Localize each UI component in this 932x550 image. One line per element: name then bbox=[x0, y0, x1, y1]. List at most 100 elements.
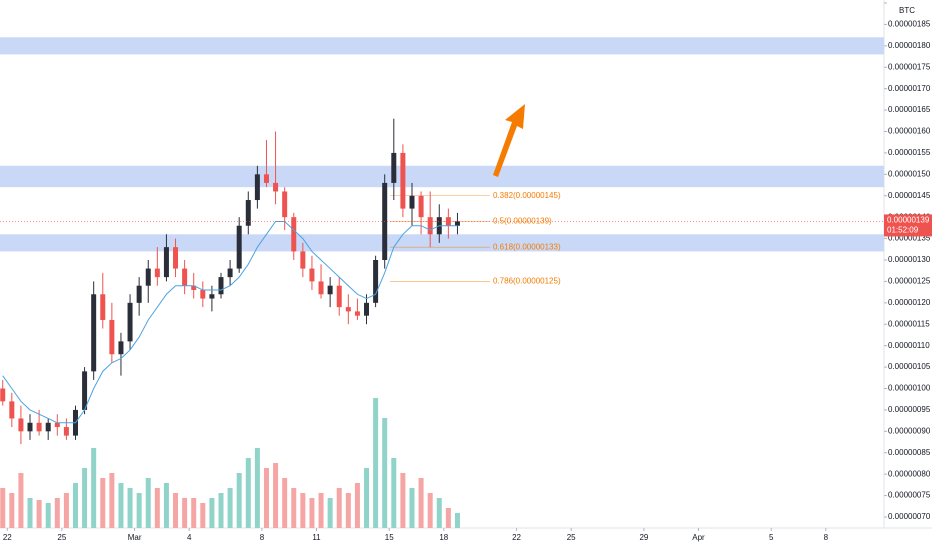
candle-body bbox=[454, 221, 460, 226]
candle-body bbox=[136, 285, 142, 303]
y-tick-label: 0.00000080 bbox=[888, 469, 931, 478]
volume-bar bbox=[209, 498, 215, 528]
candle-body bbox=[327, 285, 333, 295]
candle-body bbox=[300, 251, 306, 269]
x-tick-label: 25 bbox=[567, 533, 576, 542]
volume-bar bbox=[373, 398, 379, 528]
y-tick-label: 0.00000170 bbox=[888, 84, 931, 93]
y-tick-label: 0.00000135 bbox=[888, 234, 931, 243]
volume-bar bbox=[427, 493, 433, 528]
x-tick-label: 8 bbox=[824, 533, 829, 542]
fib-label: 0.786(0.00000125) bbox=[493, 277, 561, 286]
volume-bar bbox=[409, 488, 415, 528]
y-tick-label: 0.00000075 bbox=[888, 491, 931, 500]
candle-body bbox=[173, 247, 179, 269]
volume-bar bbox=[191, 498, 197, 528]
arrow bbox=[493, 104, 525, 177]
candle-body bbox=[254, 174, 260, 201]
volume-bar bbox=[354, 483, 360, 528]
y-tick-label: 0.00000160 bbox=[888, 127, 931, 136]
candle-body bbox=[218, 277, 224, 295]
x-tick-label: 22 bbox=[512, 533, 521, 542]
x-tick-label: 25 bbox=[57, 533, 66, 542]
volume-bar bbox=[182, 498, 188, 528]
candle-body bbox=[445, 217, 451, 226]
y-tick-label: 0.00000185 bbox=[888, 20, 931, 29]
candle-body bbox=[27, 422, 33, 432]
volume-bar bbox=[82, 468, 88, 528]
volume-bar bbox=[245, 458, 251, 528]
volume-bar bbox=[200, 503, 206, 528]
candle-body bbox=[391, 152, 397, 183]
candle-body bbox=[18, 418, 24, 432]
candle-body bbox=[45, 422, 51, 432]
candle-body bbox=[191, 285, 197, 290]
volume-bar bbox=[136, 493, 142, 528]
volume-bar bbox=[100, 478, 106, 528]
volume-bar bbox=[91, 448, 97, 528]
candle-body bbox=[200, 289, 206, 299]
fib-label: 0.382(0.00000145) bbox=[493, 191, 561, 200]
volume-bar bbox=[254, 448, 260, 528]
candle-body bbox=[318, 281, 324, 295]
y-tick-label: 0.00000180 bbox=[888, 41, 931, 50]
y-tick-label: 0.00000120 bbox=[888, 298, 931, 307]
candle-body bbox=[364, 302, 370, 316]
candle-body bbox=[182, 268, 188, 286]
candle-body bbox=[54, 422, 60, 428]
volume-bar bbox=[9, 493, 15, 528]
x-tick-label: 4 bbox=[187, 533, 192, 542]
volume-bar bbox=[36, 500, 42, 528]
fib-label: 0.5(0.00000139) bbox=[493, 217, 552, 226]
volume-bar bbox=[300, 493, 306, 528]
y-tick-label: 0.00000095 bbox=[888, 405, 931, 414]
candle-body bbox=[91, 294, 97, 372]
volume-bar bbox=[418, 478, 424, 528]
volume-bar bbox=[163, 483, 169, 528]
candle-body bbox=[263, 174, 269, 183]
volume-bar bbox=[454, 513, 460, 528]
candle-body bbox=[418, 195, 424, 218]
volume-bar bbox=[273, 463, 279, 528]
volume-bar bbox=[18, 473, 24, 528]
candle-body bbox=[400, 152, 406, 209]
candle-body bbox=[309, 268, 315, 282]
y-tick-label: 0.00000165 bbox=[888, 105, 931, 114]
x-tick-label: 29 bbox=[639, 533, 648, 542]
y-tick-label: 0.00000105 bbox=[888, 362, 931, 371]
candle-body bbox=[282, 191, 288, 218]
x-tick-label: 5 bbox=[769, 533, 774, 542]
countdown: 01:52:09 bbox=[887, 226, 919, 235]
volume-bar bbox=[72, 483, 78, 528]
y-tick-label: 0.00000155 bbox=[888, 148, 931, 157]
volume-bar bbox=[63, 493, 69, 528]
last-price-box bbox=[884, 214, 932, 237]
volume-bar bbox=[118, 483, 124, 528]
candle-body bbox=[336, 285, 342, 308]
y-tick-label: 0.00000125 bbox=[888, 277, 931, 286]
candle-body bbox=[145, 268, 151, 286]
x-tick-label: Apr bbox=[692, 533, 705, 542]
y-tick-label: 0.00000070 bbox=[888, 512, 931, 521]
candle-body bbox=[273, 182, 279, 192]
volume-bar bbox=[291, 488, 297, 528]
volume-bar bbox=[445, 508, 451, 528]
volume-bar bbox=[0, 488, 6, 528]
candle-body bbox=[63, 427, 69, 436]
volume-bar bbox=[364, 468, 370, 528]
x-tick-label: 18 bbox=[439, 533, 448, 542]
zone bbox=[0, 234, 884, 252]
candle-body bbox=[427, 217, 433, 235]
candle-body bbox=[227, 268, 233, 278]
volume-bar bbox=[282, 478, 288, 528]
unit-label: BTC bbox=[899, 6, 915, 15]
candle-body bbox=[236, 225, 242, 269]
candle-body bbox=[245, 200, 251, 226]
candle-body bbox=[82, 371, 88, 410]
y-tick-label: 0.00000085 bbox=[888, 448, 931, 457]
y-tick-label: 0.00000130 bbox=[888, 255, 931, 264]
fib-label: 0.618(0.00000133) bbox=[493, 242, 561, 251]
y-tick-label: 0.00000145 bbox=[888, 191, 931, 200]
candle-body bbox=[0, 388, 6, 402]
